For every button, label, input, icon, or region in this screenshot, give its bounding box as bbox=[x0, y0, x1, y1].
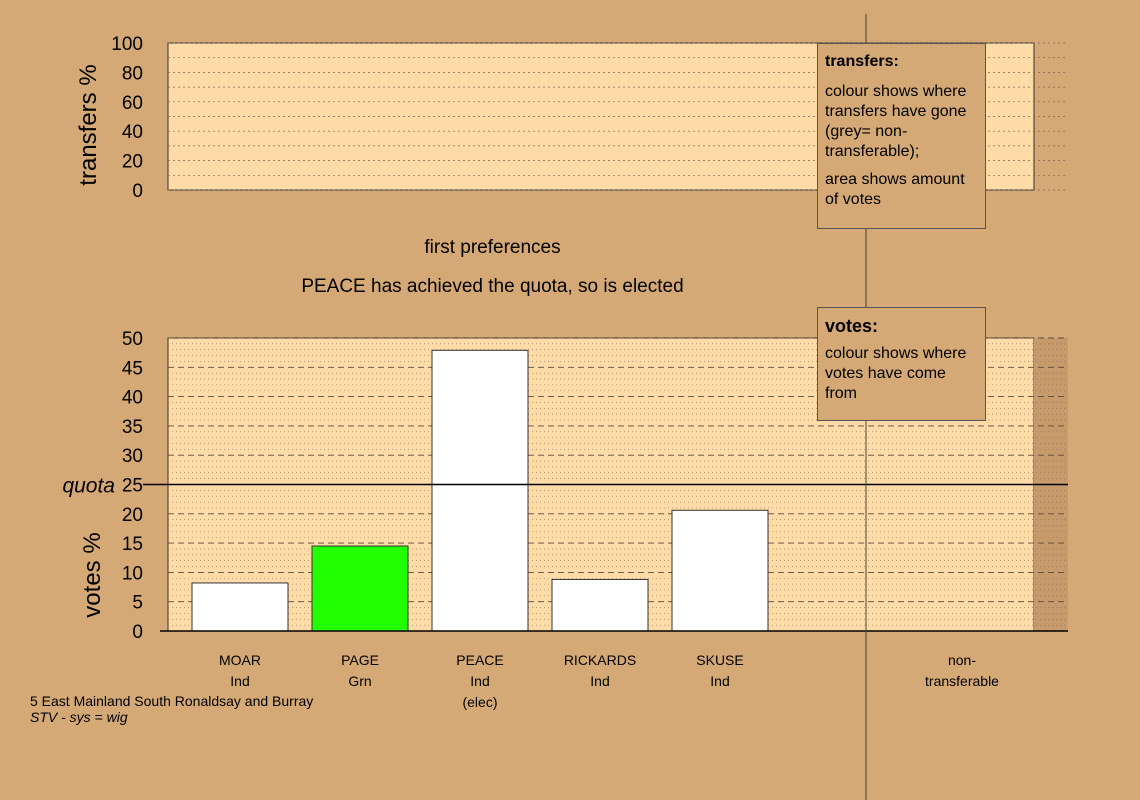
candidate-label-page: PAGE Grn bbox=[300, 650, 420, 692]
vote-bar-skuse bbox=[671, 509, 769, 632]
vote-bar-moar bbox=[191, 582, 289, 632]
transfers-tick-label: 100 bbox=[111, 34, 143, 55]
votes-tick-label: 35 bbox=[122, 417, 143, 438]
transfers-legend-text-2: area shows amount of votes bbox=[825, 171, 965, 208]
candidate-label-peace: PEACE Ind (elec) bbox=[420, 650, 540, 713]
votes-tick-label: 5 bbox=[132, 593, 143, 614]
candidate-name: SKUSE bbox=[696, 652, 744, 668]
votes-legend-heading: votes: bbox=[825, 316, 879, 336]
votes-tick-label: 45 bbox=[122, 358, 143, 379]
quota-label: quota bbox=[62, 475, 115, 498]
votes-tick-label: 15 bbox=[122, 534, 143, 555]
transfers-tick-label: 20 bbox=[122, 152, 143, 173]
candidate-label-skuse: SKUSE Ind bbox=[660, 650, 780, 692]
candidate-note: (elec) bbox=[462, 694, 498, 710]
votes-tick-labels: 0 5 10 15 20 25 30 35 40 45 50 bbox=[122, 329, 143, 643]
candidate-party: Ind bbox=[230, 673, 250, 689]
non-transferable-label: non- transferable bbox=[902, 650, 1022, 692]
candidate-name: PEACE bbox=[456, 652, 504, 668]
candidate-party: Ind bbox=[590, 673, 610, 689]
votes-tick-label: 40 bbox=[122, 388, 143, 409]
transfers-legend-text: colour shows where transfers have gone (… bbox=[825, 83, 967, 160]
constituency-name: 5 East Mainland South Ronaldsay and Burr… bbox=[30, 693, 314, 709]
vote-bar-rickards bbox=[551, 578, 649, 632]
candidate-label-rickards: RICKARDS Ind bbox=[540, 650, 660, 692]
candidate-label-moar: MOAR Ind bbox=[180, 650, 300, 692]
votes-tick-label: 20 bbox=[122, 505, 143, 526]
vote-bars bbox=[191, 349, 769, 632]
candidate-party: Ind bbox=[710, 673, 730, 689]
status-message: PEACE has achieved the quota, so is elec… bbox=[301, 276, 684, 297]
votes-tick-label: 10 bbox=[122, 563, 143, 584]
votes-legend: votes: colour shows where votes have com… bbox=[817, 307, 986, 421]
non-transferable-label-line1: non- bbox=[947, 652, 977, 668]
stage-title: first preferences bbox=[424, 237, 561, 258]
candidate-name: PAGE bbox=[341, 652, 379, 668]
candidate-name: RICKARDS bbox=[563, 652, 637, 668]
transfers-tick-label: 60 bbox=[122, 93, 143, 114]
transfers-legend-heading: transfers: bbox=[825, 53, 899, 70]
vote-bar-peace bbox=[431, 349, 529, 632]
votes-tick-label: 30 bbox=[122, 446, 143, 467]
votes-tick-label: 50 bbox=[122, 329, 143, 350]
transfers-legend: transfers: colour shows where transfers … bbox=[817, 43, 986, 229]
votes-tick-label: 0 bbox=[132, 622, 143, 643]
votes-axis-label: votes % bbox=[79, 532, 106, 617]
candidate-party: Ind bbox=[470, 673, 490, 689]
vote-bar-page bbox=[311, 545, 409, 632]
transfers-tick-label: 80 bbox=[122, 63, 143, 84]
transfers-axis-label: transfers % bbox=[75, 64, 102, 185]
votes-legend-text: colour shows where votes have come from bbox=[825, 345, 967, 402]
candidate-name: MOAR bbox=[219, 652, 261, 668]
transfers-tick-label: 0 bbox=[132, 181, 143, 202]
votes-tick-label: 25 bbox=[122, 476, 143, 497]
footer: 5 East Mainland South Ronaldsay and Burr… bbox=[30, 693, 313, 725]
system-note: STV - sys = wig bbox=[30, 709, 128, 725]
transfers-tick-label: 40 bbox=[122, 122, 143, 143]
non-transferable-label-line2: transferable bbox=[925, 673, 999, 689]
transfers-tick-labels: 0 20 40 60 80 100 bbox=[111, 34, 143, 202]
candidate-party: Grn bbox=[348, 673, 372, 689]
